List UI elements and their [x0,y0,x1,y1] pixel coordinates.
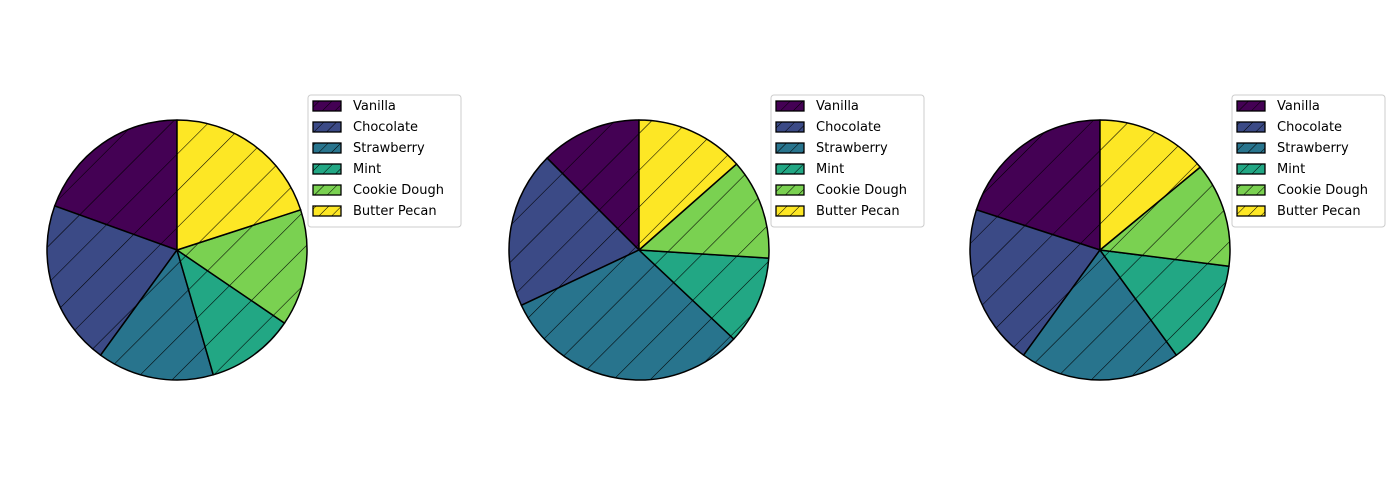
legend-swatch-outline [1236,142,1266,154]
legend-swatch-outline [775,142,805,154]
legend-swatch-outline [312,184,342,196]
slice-vanilla [975,119,1101,251]
legend-label-cookie-dough: Cookie Dough [816,183,907,198]
slice-mint [1099,249,1230,356]
legend-swatch-outline [312,163,342,175]
slice-cookie-dough [176,209,308,324]
legend-label-cookie-dough: Cookie Dough [1277,183,1368,198]
legend-swatch-outline [312,121,342,133]
legend-label-strawberry: Strawberry [1277,141,1349,156]
legend-label-vanilla: Vanilla [1277,99,1320,114]
legend-swatch-outline [775,121,805,133]
slice-vanilla [53,119,178,251]
legend-label-chocolate: Chocolate [816,120,881,135]
legend-label-butter-pecan: Butter Pecan [353,204,437,219]
slice-vanilla [546,119,640,251]
pie-chart-1: Vanilla Chocolate Strawberry Mint Cookie Dou… [46,94,462,381]
legend-label-chocolate: Chocolate [353,120,418,135]
legend-label-mint: Mint [353,162,381,177]
legend-label-mint: Mint [816,162,844,177]
slice-mint [176,249,286,376]
legend-swatch-outline [312,142,342,154]
slice-mint [638,249,770,340]
legend-swatch-outline [775,205,805,217]
legend-label-mint: Mint [1277,162,1305,177]
legend: Vanilla Chocolate Strawberry Mint Cookie Dou… [1231,94,1386,228]
legend-label-strawberry: Strawberry [816,141,888,156]
slice-butter-pecan [1099,119,1201,251]
legend-swatch-outline [1236,184,1266,196]
slice-cookie-dough [638,163,770,259]
legend-label-strawberry: Strawberry [353,141,425,156]
slice-butter-pecan [638,119,738,251]
legend-swatch-outline [312,100,342,112]
pie-chart-3: Vanilla Chocolate Strawberry Mint Cookie Dou… [969,94,1386,381]
slice-cookie-dough [1099,166,1231,268]
legend-swatch-outline [1236,100,1266,112]
legend-label-cookie-dough: Cookie Dough [353,183,444,198]
legend-swatch-outline [775,100,805,112]
legend-swatch-outline [312,205,342,217]
slice-chocolate [508,157,640,307]
legend-label-butter-pecan: Butter Pecan [816,204,900,219]
legend-frame [1231,94,1386,228]
legend-label-vanilla: Vanilla [816,99,859,114]
legend-swatch-outline [1236,205,1266,217]
legend: Vanilla Chocolate Strawberry Mint Cookie Dou… [770,94,925,228]
legend: Vanilla Chocolate Strawberry Mint Cookie Dou… [307,94,462,228]
legend-swatch-outline [1236,121,1266,133]
legend-label-butter-pecan: Butter Pecan [1277,204,1361,219]
legend-label-vanilla: Vanilla [353,99,396,114]
slice-strawberry [520,249,735,381]
slice-strawberry [1022,249,1178,381]
legend-swatch-outline [775,184,805,196]
legend-label-chocolate: Chocolate [1277,120,1342,135]
slice-chocolate [46,205,178,356]
slice-chocolate [969,209,1101,356]
pie-chart-2: Vanilla Chocolate Strawberry Mint Cookie Dou… [508,94,925,381]
legend-swatch-outline [775,163,805,175]
legend-frame [307,94,462,228]
legend-frame [770,94,925,228]
legend-swatch-outline [1236,163,1266,175]
slice-butter-pecan [176,119,302,251]
slice-strawberry [99,249,215,381]
